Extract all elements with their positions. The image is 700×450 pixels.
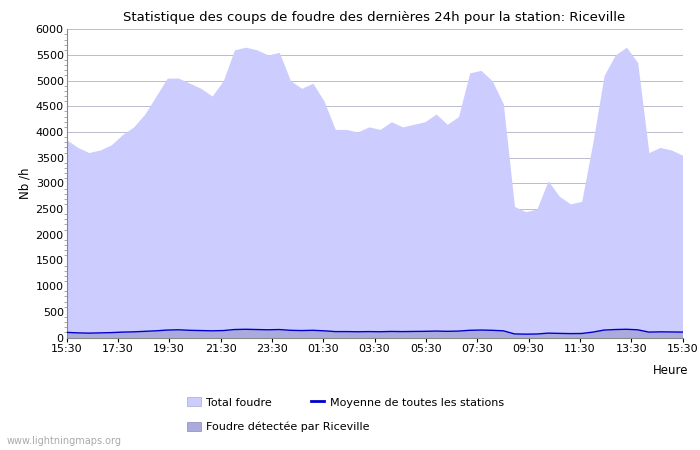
Y-axis label: Nb /h: Nb /h	[18, 168, 32, 199]
Title: Statistique des coups de foudre des dernières 24h pour la station: Riceville: Statistique des coups de foudre des dern…	[123, 11, 626, 24]
Legend: Foudre détectée par Riceville: Foudre détectée par Riceville	[183, 417, 374, 437]
Text: Heure: Heure	[653, 364, 689, 377]
Text: www.lightningmaps.org: www.lightningmaps.org	[7, 436, 122, 446]
